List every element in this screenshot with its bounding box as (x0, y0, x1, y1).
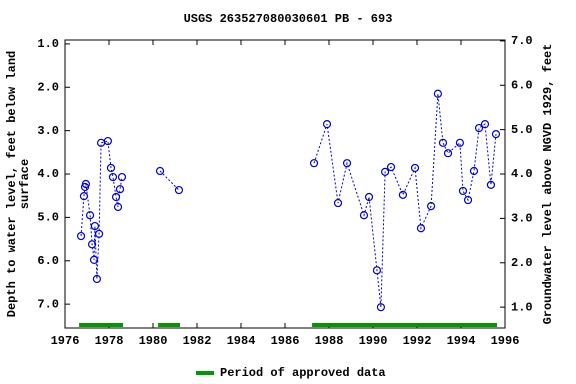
data-point (113, 202, 123, 212)
x-tick-label: 1988 (315, 334, 344, 348)
legend-label: Period of approved data (220, 366, 386, 380)
data-point (458, 186, 468, 196)
x-tick-label: 1984 (227, 334, 256, 348)
data-point (342, 159, 352, 168)
y-tick-label: 5.0 (37, 211, 59, 225)
approved-period (158, 323, 181, 327)
data-point (438, 138, 448, 147)
y-tick-label: 3.0 (37, 124, 59, 138)
y-axis-label: surface (18, 159, 32, 209)
y2-tick-label: 2.0 (511, 256, 533, 270)
data-point (455, 138, 464, 147)
data-point (416, 224, 426, 233)
data-point (81, 179, 91, 189)
data-point (108, 172, 118, 182)
data-point (359, 211, 369, 220)
chart-title: USGS 263527080030601 PB - 693 (184, 12, 393, 26)
data-point (386, 162, 396, 172)
data-point (474, 123, 484, 133)
data-point (309, 159, 319, 168)
data-point (463, 195, 473, 205)
y2-tick-label: 6.0 (511, 78, 533, 92)
x-tick-label: 1980 (139, 334, 168, 348)
x-tick-label: 1990 (359, 334, 388, 348)
data-point (106, 163, 116, 173)
data-point (443, 149, 453, 158)
data-point (322, 120, 332, 129)
data-point (85, 211, 95, 220)
y-tick-label: 4.0 (37, 167, 59, 181)
data-point (115, 185, 125, 194)
data-point (333, 198, 343, 208)
data-point (174, 185, 184, 195)
y2-tick-label: 1.0 (511, 300, 533, 314)
y-tick-label: 2.0 (37, 80, 59, 94)
y2-axis-label: Groundwater level above NGVD 1929, feet (541, 44, 555, 325)
x-tick-label: 1982 (183, 334, 212, 348)
data-point (89, 255, 99, 265)
approved-period (312, 323, 498, 327)
y2-tick-label: 7.0 (511, 34, 533, 48)
data-point (398, 190, 408, 199)
data-point (90, 221, 100, 231)
x-tick-label: 1992 (403, 334, 432, 348)
y-tick-label: 7.0 (37, 297, 59, 311)
y-tick-label: 6.0 (37, 254, 59, 268)
x-tick-label: 1996 (491, 334, 520, 348)
y-axis-label: Depth to water level, feet below land (5, 51, 19, 317)
data-point (364, 192, 374, 202)
data-point (87, 240, 97, 249)
data-point (486, 180, 496, 189)
data-point (372, 266, 382, 275)
data-point (426, 202, 436, 211)
data-point (117, 172, 127, 182)
data-point (94, 229, 104, 238)
data-point (410, 163, 420, 173)
data-point (480, 120, 490, 129)
data-point (155, 166, 165, 176)
data-point (433, 89, 442, 98)
plot-frame (64, 39, 506, 329)
data-point (79, 192, 89, 201)
data-point (381, 167, 390, 176)
x-tick-label: 1976 (51, 334, 80, 348)
y2-tick-label: 4.0 (511, 167, 533, 181)
data-line (159, 170, 180, 191)
data-point (469, 166, 479, 176)
data-line (80, 140, 123, 280)
y2-tick-label: 3.0 (511, 212, 533, 226)
approved-period (79, 323, 124, 327)
data-point (103, 136, 113, 146)
y2-tick-label: 5.0 (511, 123, 533, 137)
x-tick-label: 1978 (95, 334, 124, 348)
data-point (491, 130, 501, 139)
data-point (76, 231, 86, 241)
y-tick-label: 1.0 (37, 37, 59, 51)
data-point (92, 274, 102, 284)
x-tick-label: 1986 (271, 334, 300, 348)
x-tick-label: 1994 (447, 334, 476, 348)
data-point (376, 303, 386, 312)
data-point (111, 192, 121, 202)
data-line (313, 93, 497, 308)
